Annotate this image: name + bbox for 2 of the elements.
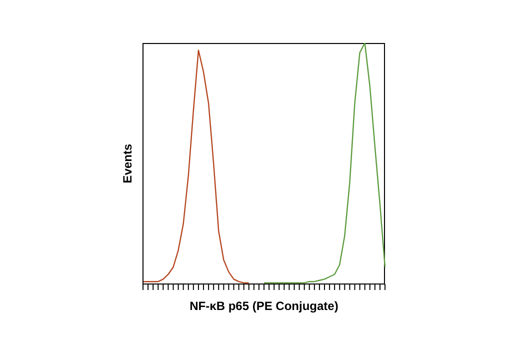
- x-axis-title: NF-κB p65 (PE Conjugate): [190, 299, 338, 313]
- y-axis-title: Events: [120, 144, 134, 184]
